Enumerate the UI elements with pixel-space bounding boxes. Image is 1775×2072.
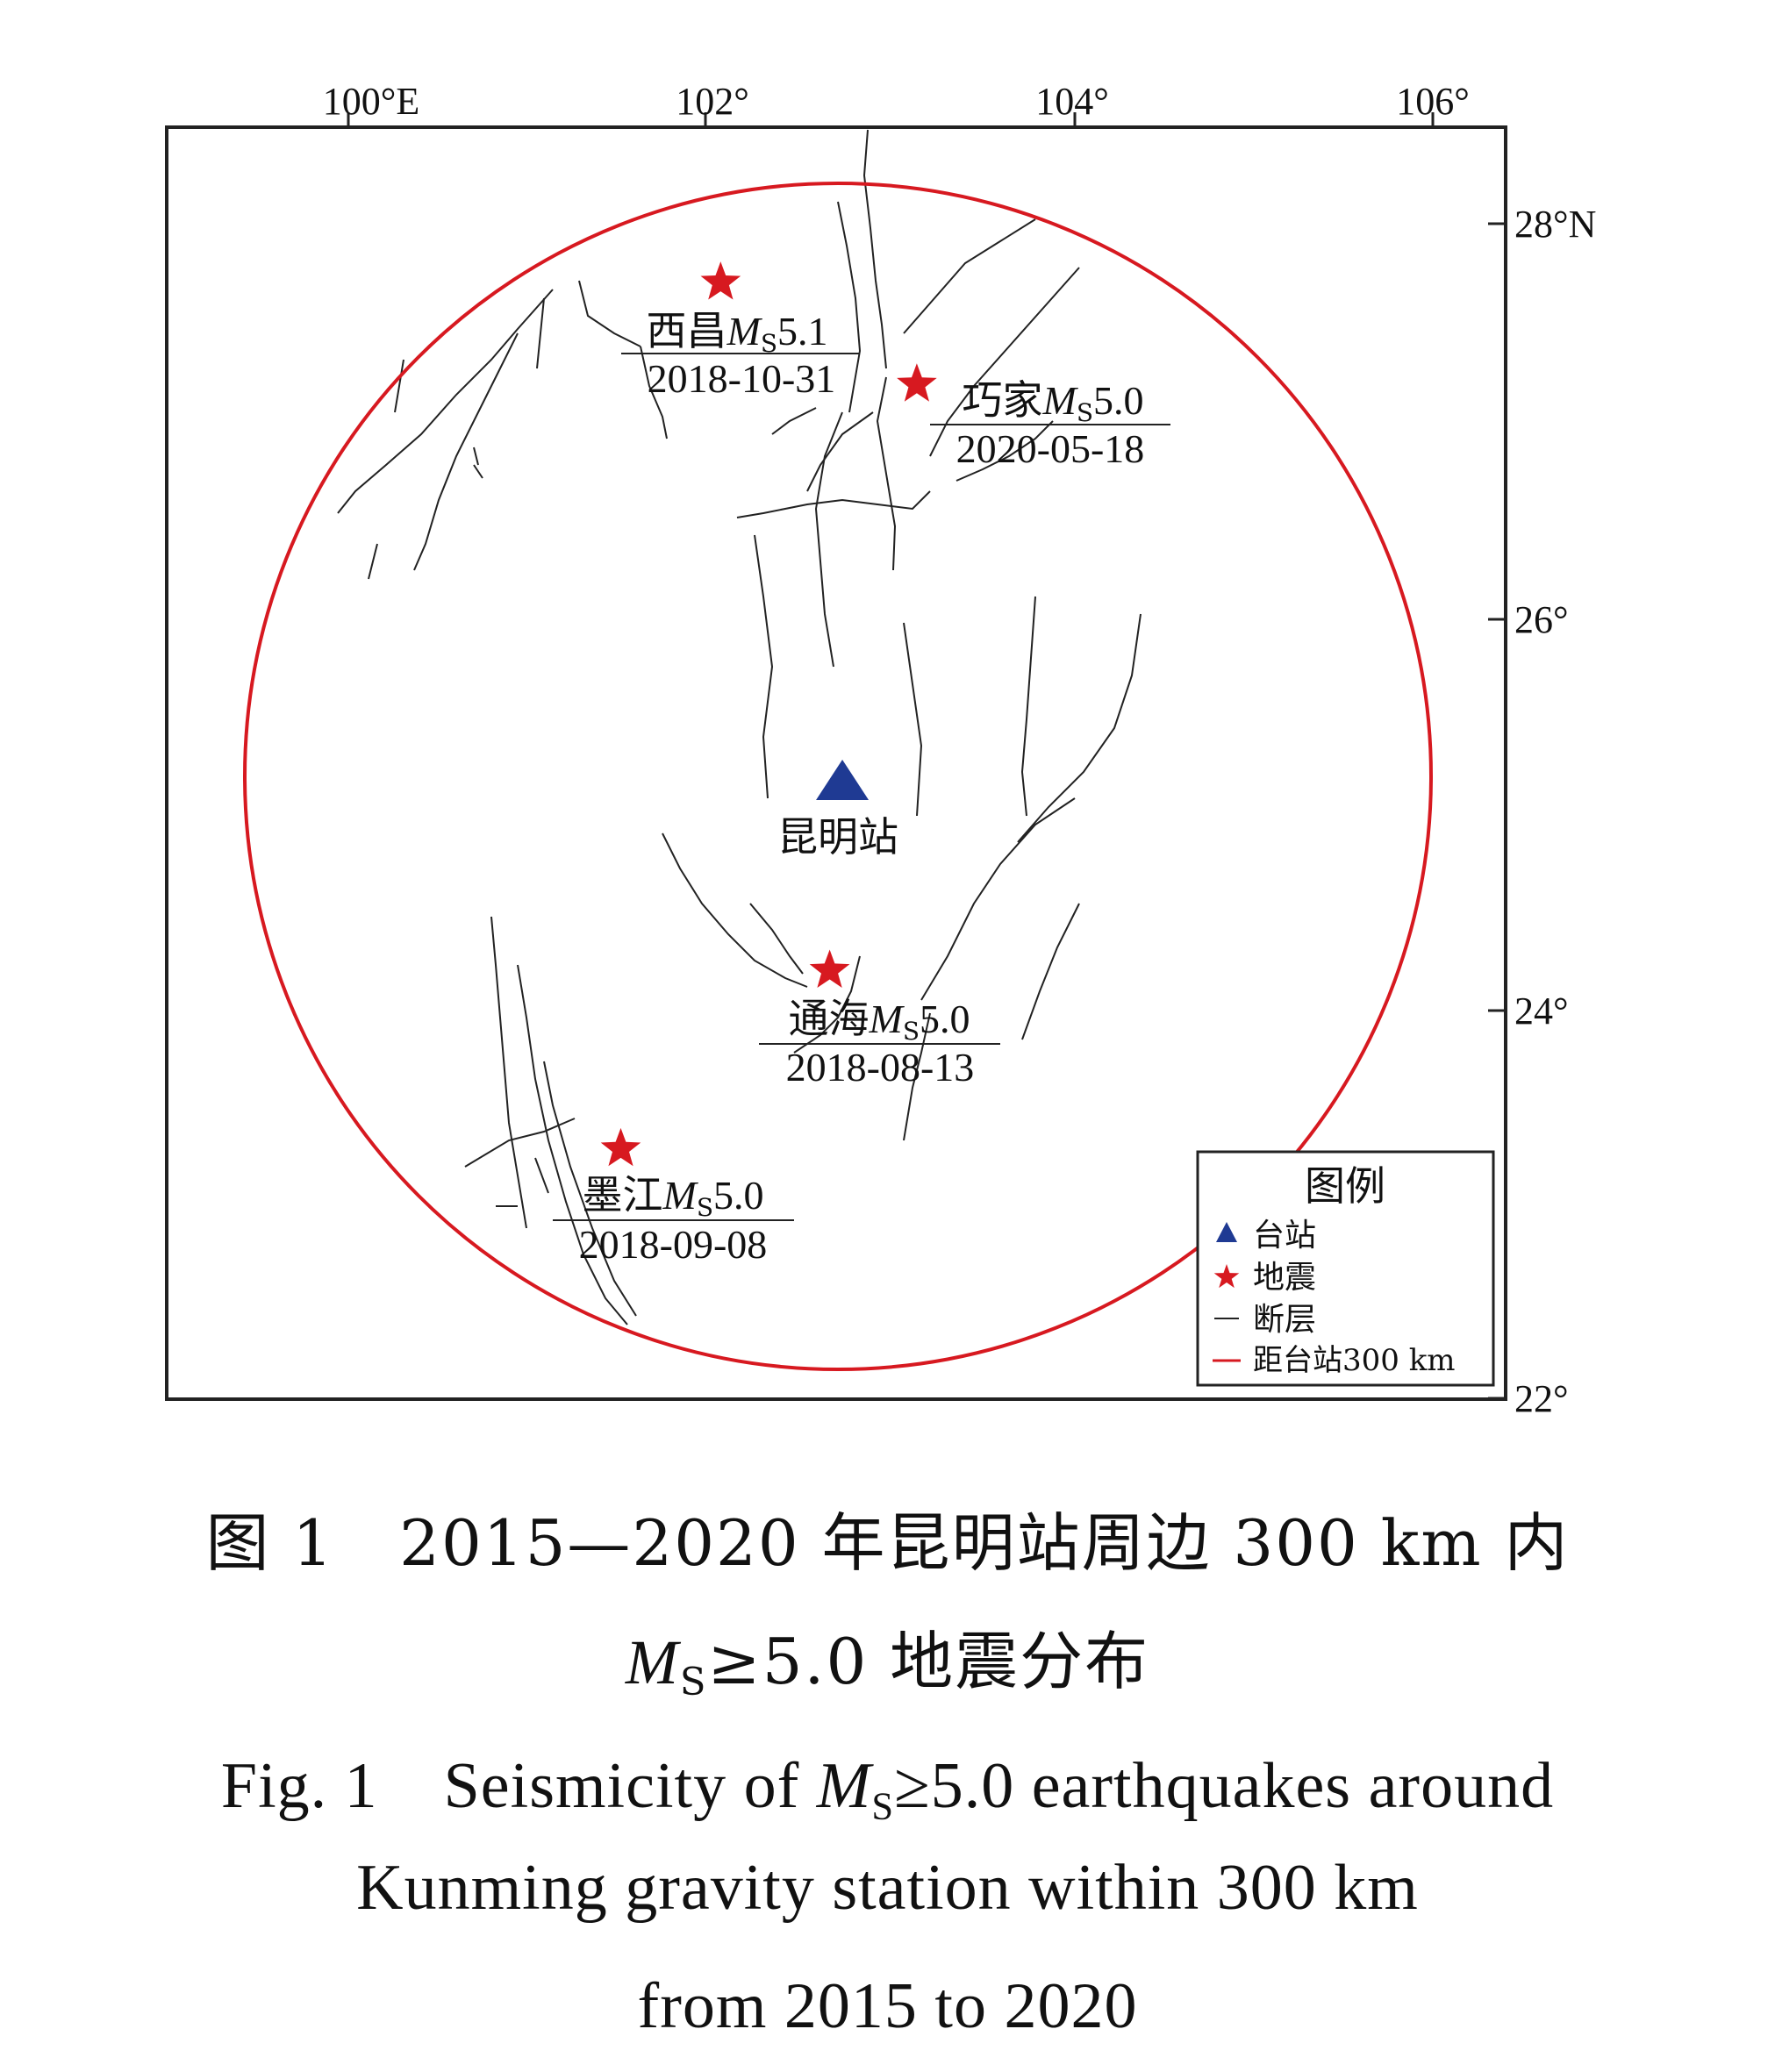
map-frame — [165, 125, 1507, 1401]
eq-place: 巧家 — [962, 376, 1042, 424]
lon-tick-label: 102° — [676, 80, 749, 123]
caption-en-b: ≥5.0 earthquakes around — [894, 1750, 1555, 1822]
earthquake-star-icon — [600, 1127, 641, 1167]
svg-text:墨江MS5.0: 墨江MS5.0 — [582, 1171, 763, 1222]
svg-text:西昌MS5.1: 西昌MS5.1 — [646, 307, 827, 358]
caption-en-m: M — [816, 1750, 872, 1822]
eq-mag: 5.0 — [920, 997, 970, 1041]
legend-item-station: 台站 — [1253, 1218, 1316, 1254]
eq-date: 2018-10-31 — [648, 356, 836, 401]
caption-en-line3: from 2015 to 2020 — [637, 1970, 1138, 2042]
lon-tick-marks — [347, 112, 1435, 127]
eq-label-mojiang: 墨江MS5.0 2018-09-08 — [553, 1171, 794, 1267]
legend: 图例 台站 地震 断层 距台站300 km — [1196, 1150, 1495, 1387]
radius-300km-circle — [243, 182, 1433, 1371]
eq-mag: 5.0 — [1093, 378, 1144, 423]
lon-tick-label: 100°E — [323, 80, 419, 123]
eq-mag-prefix: M — [662, 1173, 698, 1218]
eq-mag-sub: S — [697, 1193, 713, 1222]
eq-mag-sub: S — [903, 1017, 920, 1046]
earthquake-stars — [600, 261, 937, 1167]
eq-date: 2018-08-13 — [786, 1045, 975, 1090]
eq-mag-prefix: M — [1041, 378, 1078, 423]
lat-tick-label: 22° — [1514, 1377, 1569, 1420]
fault-lines — [337, 129, 1142, 1325]
eq-date: 2018-09-08 — [579, 1222, 768, 1267]
lat-tick-label: 24° — [1514, 990, 1569, 1032]
lat-tick-marks — [1488, 222, 1506, 1400]
lat-tick-labels: 28°N 26° 24° 22° — [1514, 203, 1596, 1420]
earthquake-star-icon — [897, 363, 937, 402]
lat-tick-label: 28°N — [1514, 203, 1596, 246]
caption-en-sub: S — [871, 1783, 895, 1828]
caption-zh-line1: 图 1 2015—2020 年昆明站周边 300 km 内 — [205, 1506, 1570, 1580]
caption-zh-m: M — [625, 1627, 680, 1697]
legend-item-earthquake: 地震 — [1253, 1260, 1316, 1296]
eq-place: 通海 — [788, 995, 869, 1042]
earthquake-labels: 西昌MS5.1 2018-10-31 巧家MS5.0 2020-05-18 通海… — [553, 307, 1170, 1267]
legend-item-fault: 断层 — [1253, 1302, 1316, 1338]
earthquake-star-icon — [809, 949, 850, 988]
station-label: 昆明站 — [777, 813, 898, 861]
caption-zh-rest: ≥5.0 地震分布 — [707, 1625, 1150, 1698]
lat-tick-label: 26° — [1514, 598, 1569, 641]
svg-text:通海MS5.0: 通海MS5.0 — [788, 995, 970, 1046]
eq-mag: 5.1 — [777, 309, 828, 354]
svg-text:巧家MS5.0: 巧家MS5.0 — [962, 376, 1143, 427]
eq-date: 2020-05-18 — [956, 426, 1145, 471]
legend-item-radius: 距台站300 km — [1253, 1343, 1456, 1378]
lon-tick-label: 106° — [1396, 80, 1470, 123]
lon-tick-label: 104° — [1035, 80, 1109, 123]
eq-mag-prefix: M — [868, 997, 905, 1041]
legend-star-icon — [1213, 1264, 1240, 1289]
station-triangle-marker — [816, 759, 870, 800]
eq-mag-sub: S — [761, 329, 777, 358]
map: 100°E 102° 104° 106° 28°N 26° 24° 22° — [165, 80, 1596, 1420]
eq-place: 墨江 — [582, 1171, 662, 1218]
legend-box — [1196, 1150, 1495, 1387]
legend-title: 图例 — [1305, 1162, 1385, 1210]
legend-triangle-icon — [1216, 1222, 1237, 1242]
eq-label-tonghai: 通海MS5.0 2018-08-13 — [759, 995, 1000, 1090]
lon-tick-labels: 100°E 102° 104° 106° — [323, 80, 1470, 123]
caption-en-line2: Kunming gravity station within 300 km — [356, 1852, 1419, 1924]
caption-zh-sub: S — [679, 1660, 708, 1704]
eq-place: 西昌 — [646, 307, 726, 354]
earthquake-star-icon — [700, 261, 741, 300]
eq-mag-sub: S — [1077, 398, 1093, 427]
caption-en-line1: Fig. 1 Seismicity of MS≥5.0 earthquakes … — [0, 1733, 1775, 1828]
eq-mag-prefix: M — [726, 309, 762, 354]
eq-mag: 5.0 — [713, 1173, 764, 1218]
eq-label-qiaojia: 巧家MS5.0 2020-05-18 — [930, 376, 1170, 471]
eq-label-xichang: 西昌MS5.1 2018-10-31 — [621, 307, 860, 401]
caption-en-a: Fig. 1 Seismicity of — [220, 1750, 817, 1822]
caption-zh-line2: MS≥5.0 地震分布 — [0, 1610, 1775, 1704]
